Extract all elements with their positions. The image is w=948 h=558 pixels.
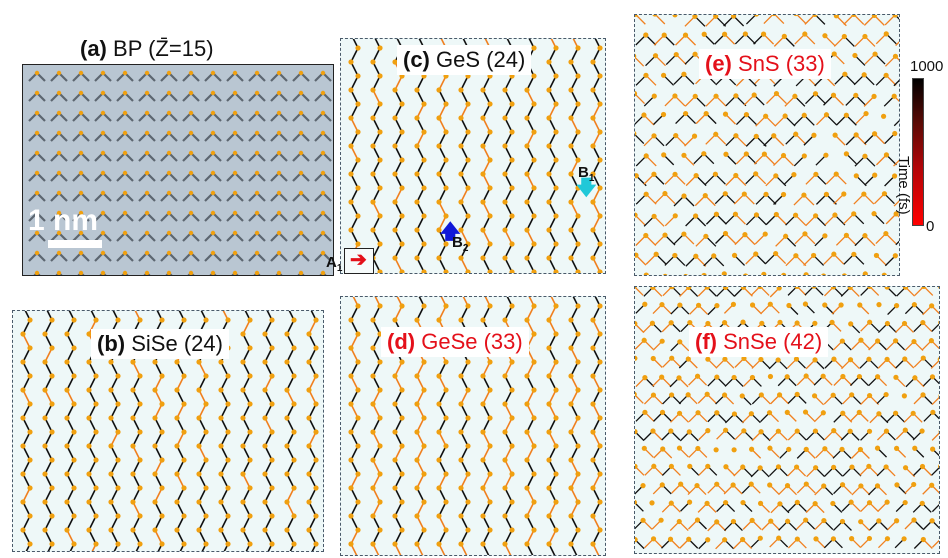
panel-f-label: (f) SnSe (42) bbox=[689, 327, 829, 357]
panel-b-label: (b) SiSe (24) bbox=[91, 329, 229, 359]
colorbar-min-label: 0 bbox=[926, 218, 935, 235]
colorbar-title: Time (fs) bbox=[895, 156, 912, 215]
bp-lattice-image bbox=[28, 70, 332, 275]
snse-lattice-image bbox=[635, 287, 939, 550]
scale-bar-label: 1 nm bbox=[28, 204, 99, 237]
scale-bar bbox=[48, 240, 102, 248]
panel-e-lattice: (e) SnS (33) bbox=[634, 14, 900, 276]
site-a1-label: A1 bbox=[326, 254, 343, 274]
site-b2-arrow-icon: 🡅 bbox=[440, 221, 461, 243]
panel-f-lattice: (f) SnSe (42) bbox=[634, 286, 940, 554]
time-colorbar bbox=[912, 78, 924, 226]
site-a1-arrow-icon: ➔ bbox=[350, 249, 367, 271]
panel-d-label: (d) GeSe (33) bbox=[381, 327, 529, 357]
colorbar-max-label: 1000 bbox=[910, 58, 944, 75]
panel-b-lattice: (b) SiSe (24) bbox=[12, 310, 324, 552]
sise-lattice-image bbox=[20, 311, 319, 551]
site-a1-box bbox=[344, 248, 374, 274]
panel-c-lattice: (c) GeS (24) bbox=[340, 38, 606, 274]
site-b1-arrow-icon: 🡇 bbox=[576, 177, 597, 199]
site-b1-label: B1 bbox=[578, 164, 595, 184]
panel-e-label: (e) SnS (33) bbox=[699, 49, 831, 79]
panel-d-lattice: (d) GeSe (33) bbox=[340, 296, 606, 556]
site-b2-label: B2 bbox=[452, 234, 469, 254]
panel-c-label: (c) GeS (24) bbox=[397, 45, 532, 75]
panel-a-title: (a) BP (Z̄=15) bbox=[80, 36, 214, 61]
